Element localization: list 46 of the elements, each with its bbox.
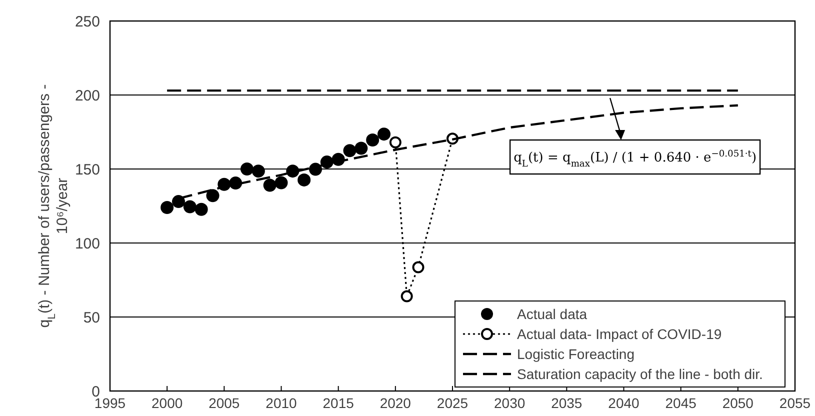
point bbox=[286, 164, 300, 178]
point bbox=[252, 164, 265, 178]
x-tick-label: 2035 bbox=[551, 395, 582, 411]
point bbox=[400, 290, 413, 302]
point bbox=[240, 162, 254, 176]
point bbox=[298, 173, 311, 186]
point bbox=[229, 176, 242, 190]
x-tick-label: 2045 bbox=[665, 395, 697, 411]
x-tick-label: 2025 bbox=[436, 395, 468, 411]
y-tick-label: 250 bbox=[74, 13, 100, 30]
point bbox=[274, 176, 288, 190]
point bbox=[309, 162, 322, 176]
y-tick-label: 150 bbox=[74, 161, 100, 178]
legend-label: Saturation capacity of the line - both dir. bbox=[517, 366, 763, 382]
point bbox=[343, 144, 356, 158]
legend-label: Actual data bbox=[517, 306, 588, 322]
point bbox=[206, 189, 220, 202]
point bbox=[172, 195, 185, 208]
point bbox=[263, 178, 276, 192]
point bbox=[332, 152, 345, 166]
point bbox=[354, 142, 368, 155]
point bbox=[183, 200, 196, 214]
x-tick-label: 2020 bbox=[380, 395, 412, 411]
annotation: q$_{L}$(t) = q$_{max}$(L) / (1 + 0.640 · e$^{−0.051·t}$) bbox=[514, 150, 757, 170]
point bbox=[194, 202, 208, 216]
y-tick-label: 50 bbox=[83, 309, 100, 326]
x-tick-label: 1995 bbox=[94, 395, 126, 411]
x-tick-label: 2050 bbox=[722, 395, 754, 411]
x-tick-label: 2000 bbox=[152, 395, 183, 411]
point bbox=[320, 156, 334, 169]
x-tick-label: 2030 bbox=[494, 395, 526, 411]
point bbox=[378, 128, 390, 141]
point bbox=[160, 200, 174, 214]
point bbox=[412, 261, 424, 274]
legend-label: Logistic Foreacting bbox=[517, 346, 635, 362]
x-tick-label: 2015 bbox=[322, 395, 354, 411]
x-tick-label: 2055 bbox=[779, 395, 811, 411]
legend-label: Actual data- Impact of COVID-19 bbox=[517, 326, 722, 342]
y-tick-label: 200 bbox=[74, 87, 100, 104]
point bbox=[366, 133, 380, 146]
x-tick-label: 2005 bbox=[208, 395, 240, 411]
point bbox=[218, 178, 231, 191]
point bbox=[389, 136, 402, 148]
x-tick-label: 2010 bbox=[266, 395, 298, 411]
x-tick-label: 2040 bbox=[608, 395, 640, 411]
y-tick-label: 100 bbox=[74, 235, 100, 252]
